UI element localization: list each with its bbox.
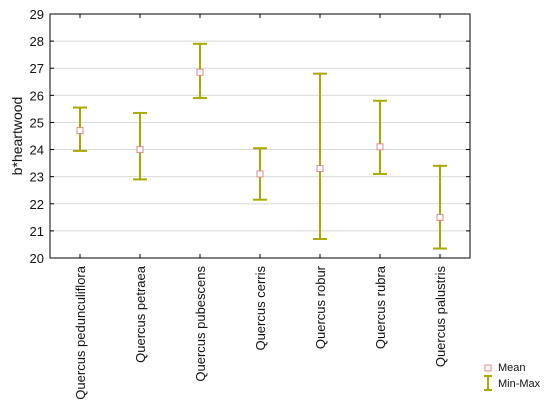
y-tick-label: 22 [30, 197, 44, 212]
mean-marker [196, 68, 204, 76]
mean-marker [136, 146, 144, 154]
mean-marker [316, 165, 324, 173]
bar-layer [73, 42, 447, 250]
x-category-label: Quercus cerris [253, 266, 268, 351]
legend-mean-label: Mean [498, 362, 526, 374]
legend-mean-marker [484, 364, 492, 372]
y-tick-label: 21 [30, 224, 44, 239]
y-tick-label: 28 [30, 34, 44, 49]
y-tick-label: 25 [30, 115, 44, 130]
legend: Mean Min-Max [484, 362, 541, 391]
x-category-label: Quercus pubescens [193, 266, 208, 382]
axis-layer [49, 13, 471, 259]
y-tick-label: 27 [30, 61, 44, 76]
mean-marker [256, 170, 264, 178]
plot-frame [49, 13, 471, 259]
legend-range-label: Min-Max [498, 378, 541, 390]
y-tick-label: 23 [30, 170, 44, 185]
mean-marker [76, 127, 84, 135]
y-tick-label: 26 [30, 88, 44, 103]
x-category-label: Quercus petraea [133, 265, 148, 363]
mean-marker [436, 213, 444, 221]
x-category-label: Quercus robur [313, 265, 328, 349]
y-tick-label: 20 [30, 251, 44, 266]
x-category-label: Quercus palustris [433, 266, 448, 368]
y-tick-label: 29 [30, 7, 44, 22]
x-category-label: Quercus pedunculiflora [73, 265, 88, 399]
label-layer: Quercus pedunculiflora Quercus petraea Que… [73, 265, 448, 399]
tick-layer: 20 21 22 23 24 25 26 27 28 29 [30, 7, 470, 266]
y-tick-label: 24 [30, 143, 44, 158]
grid-layer [50, 40, 470, 232]
mean-marker [376, 143, 384, 151]
y-axis-title: b*heartwood [9, 97, 25, 176]
x-category-label: Quercus rubra [373, 265, 388, 349]
